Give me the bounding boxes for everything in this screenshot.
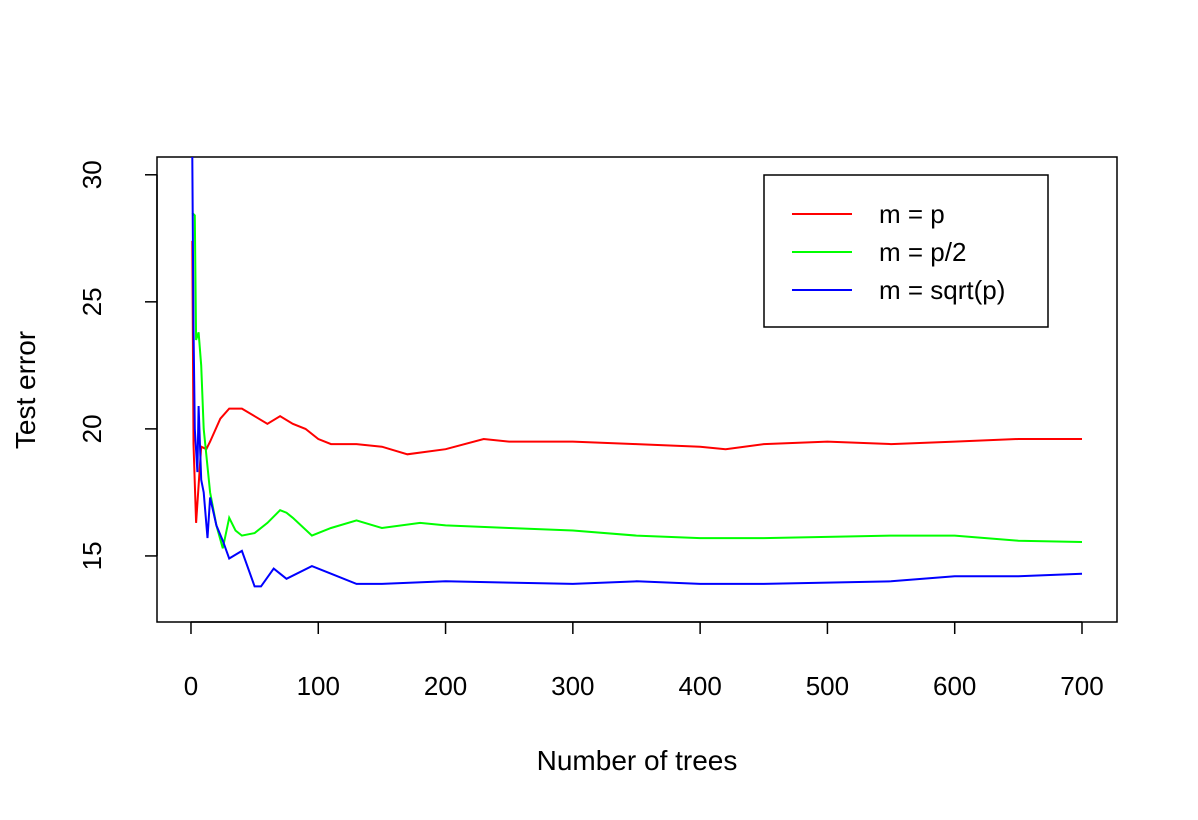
x-tick-label: 100	[297, 671, 340, 701]
series-line-2	[191, 156, 1083, 588]
x-axis-label: Number of trees	[537, 745, 738, 776]
legend-label-2: m = sqrt(p)	[879, 275, 1005, 305]
y-axis: 15 20 25 30	[77, 160, 158, 570]
y-tick-label: 25	[77, 287, 107, 316]
y-tick-label: 20	[77, 414, 107, 443]
x-tick-label: 0	[184, 671, 198, 701]
x-axis: 0 100 200 300 400 500 600 700	[184, 621, 1104, 701]
y-tick-label: 30	[77, 160, 107, 189]
x-tick-label: 700	[1060, 671, 1103, 701]
series-line-0	[191, 240, 1082, 523]
x-tick-label: 600	[933, 671, 976, 701]
x-tick-label: 400	[678, 671, 721, 701]
y-axis-label: Test error	[10, 331, 41, 449]
legend: m = p m = p/2 m = sqrt(p)	[763, 174, 1049, 328]
series-layer	[191, 156, 1083, 588]
series-line-1	[191, 212, 1083, 549]
legend-label-1: m = p/2	[879, 237, 966, 267]
y-tick-label: 15	[77, 541, 107, 570]
x-tick-label: 300	[551, 671, 594, 701]
legend-label-0: m = p	[879, 199, 945, 229]
x-tick-label: 200	[424, 671, 467, 701]
x-tick-label: 500	[806, 671, 849, 701]
